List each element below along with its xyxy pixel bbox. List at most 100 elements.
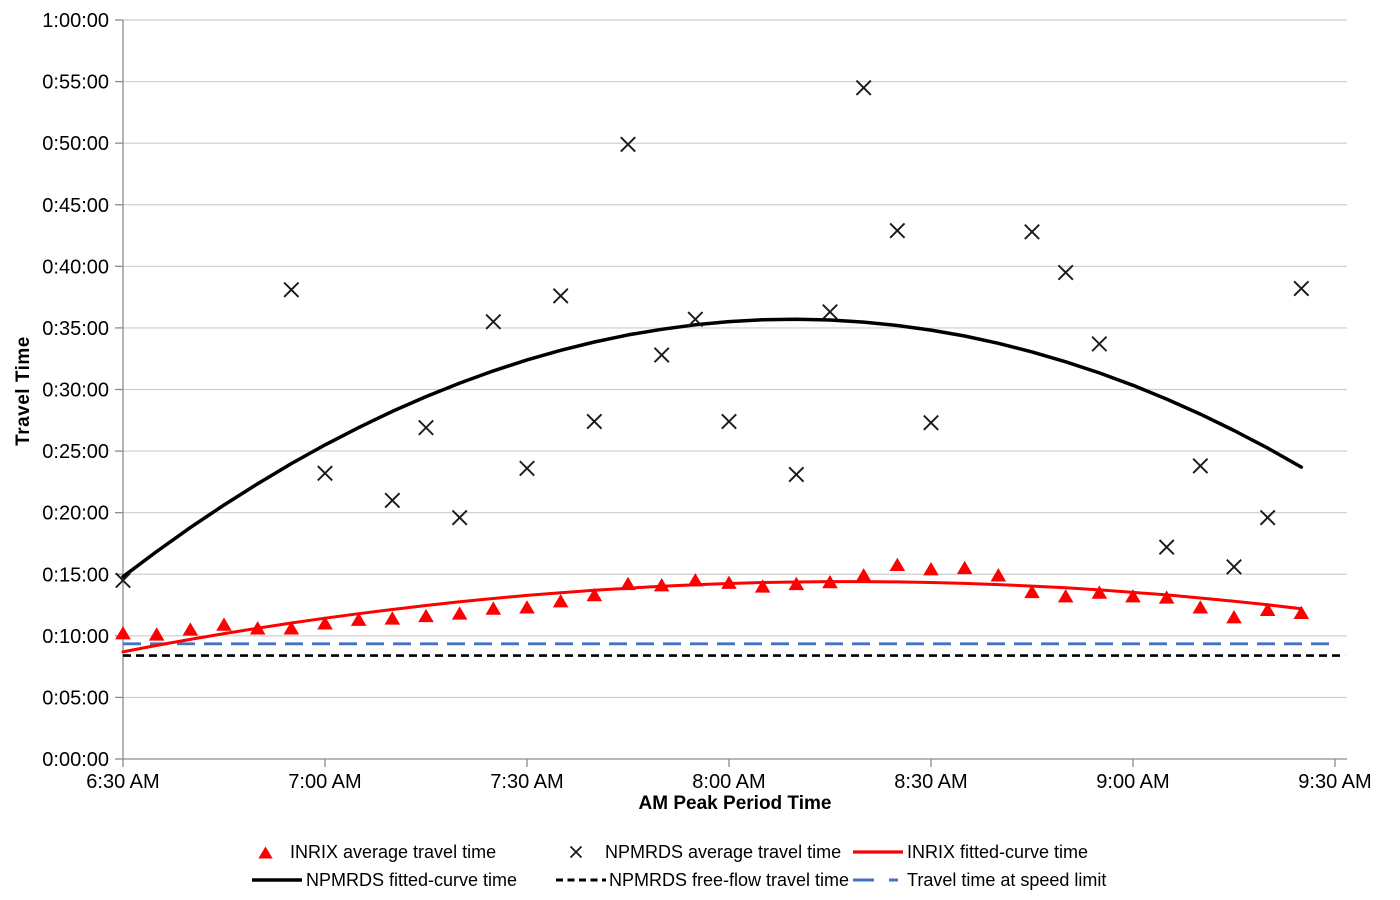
npmrds-x-marker [451, 509, 468, 526]
npmrds-x-marker [586, 413, 603, 430]
npmrds-x-marker [721, 413, 737, 430]
inrix-triangle-marker [990, 568, 1007, 582]
inrix-triangle-marker [1192, 600, 1209, 614]
y-tick-label: 0:30:00 [42, 380, 109, 402]
npmrds-x-marker [1226, 558, 1242, 575]
y-tick-label: 0:00:00 [42, 749, 109, 771]
triangle-marker-icon [258, 846, 273, 859]
npmrds-x-marker [1293, 280, 1310, 297]
inrix-triangle-marker [956, 560, 973, 575]
legend-item-npmrds-fitted: NPMRDS fitted-curve time [252, 869, 517, 891]
legend-label-npmrds-average: NPMRDS average travel time [605, 841, 842, 862]
series-inrix_fitted [121, 580, 1303, 654]
y-tick-label: 0:05:00 [42, 687, 109, 709]
y-tick-label: 0:15:00 [42, 564, 109, 586]
npmrds-x-marker [889, 222, 906, 239]
inrix-triangle-marker [889, 557, 906, 572]
npmrds-x-marker [923, 414, 939, 431]
npmrds-x-marker [653, 347, 670, 363]
x-tick-label: 9:30 AM [1298, 771, 1371, 793]
inrix-triangle-marker [283, 621, 300, 635]
inrix-triangle-marker [586, 587, 603, 602]
npmrds-x-marker [384, 492, 401, 509]
inrix-triangle-marker [1226, 610, 1242, 624]
legend-label-npmrds-fitted: NPMRDS fitted-curve time [306, 869, 518, 890]
inrix-triangle-marker [1091, 585, 1108, 599]
legend-label-npmrds-freeflow: NPMRDS free-flow travel time [609, 869, 850, 890]
npmrds-x-marker [1158, 539, 1175, 556]
travel-time-chart: 0:00:00 0:05:00 0:10:00 0:15:00 0:20:00 0:25:… [42, 10, 1371, 793]
y-tick-label: 0:10:00 [42, 626, 109, 648]
y-tick-label: 0:55:00 [42, 72, 109, 94]
npmrds-x-marker [1091, 336, 1108, 352]
y-tick-label: 1:00:00 [42, 10, 109, 32]
inrix-triangle-marker [620, 576, 636, 591]
inrix-triangle-marker [115, 626, 131, 640]
legend-label-inrix-average: INRIX average travel time [290, 841, 497, 862]
x-axis-title: AM Peak Period Time [638, 793, 832, 814]
inrix-triangle-marker [788, 576, 805, 591]
legend-item-speed-limit: Travel time at speed limit [853, 869, 1106, 891]
npmrds-x-marker [418, 419, 434, 436]
npmrds-x-marker [283, 281, 300, 298]
inrix-triangle-marker [822, 574, 838, 589]
inrix-triangle-marker [384, 611, 401, 625]
inrix-triangle-marker [1057, 589, 1074, 603]
inrix-triangle-marker [249, 621, 266, 635]
series-npmrds_average [115, 79, 1310, 589]
x-tick-label: 9:00 AM [1096, 771, 1169, 793]
legend-item-npmrds-average: NPMRDS average travel time [568, 841, 841, 863]
x-tick-label: 6:30 AM [86, 771, 159, 793]
y-axis-title: Travel Time [13, 336, 34, 446]
legend-item-inrix-average: INRIX average travel time [258, 841, 496, 863]
inrix-triangle-marker [855, 568, 872, 582]
npmrds-x-marker [1024, 223, 1040, 240]
inrix-triangle-marker [418, 608, 434, 623]
inrix-triangle-marker [451, 606, 468, 620]
solid-line-icon [252, 877, 302, 883]
series-npmrds_fitted [121, 317, 1304, 579]
npmrds-x-marker [788, 466, 805, 483]
legend-item-inrix-fitted: INRIX fitted-curve time [853, 841, 1088, 863]
npmrds-x-marker [855, 79, 872, 96]
inrix-triangle-marker [182, 622, 199, 636]
long-short-dash-line-icon [853, 877, 903, 883]
x-tick-label: 8:00 AM [692, 771, 765, 793]
inrix-triangle-marker [1125, 589, 1141, 603]
inrix-triangle-marker [317, 616, 333, 630]
y-tick-label: 0:45:00 [42, 195, 109, 217]
y-tick-label: 0:40:00 [42, 256, 109, 278]
npmrds-x-marker [1259, 509, 1276, 526]
x-tick-label: 7:00 AM [288, 771, 361, 793]
x-marker-icon [568, 844, 584, 860]
legend-label-inrix-fitted: INRIX fitted-curve time [907, 841, 1089, 862]
npmrds-x-marker [620, 136, 636, 153]
short-dash-line-icon [556, 877, 606, 883]
inrix-triangle-marker [923, 562, 939, 576]
inrix-triangle-marker [1024, 584, 1040, 599]
inrix-triangle-marker [653, 578, 670, 592]
npmrds-x-marker [485, 313, 502, 330]
npmrds-x-marker [1057, 264, 1074, 281]
inrix-triangle-marker [721, 575, 737, 589]
inrix-triangle-marker [519, 600, 535, 614]
x-tick-label: 7:30 AM [490, 771, 563, 793]
legend-row-1: INRIX average travel time NPMRDS average… [0, 841, 1400, 863]
legend-item-npmrds-freeflow: NPMRDS free-flow travel time [556, 869, 849, 891]
axes: 0:00:00 0:05:00 0:10:00 0:15:00 0:20:00 0:25:… [42, 10, 1371, 793]
inrix-triangle-marker [148, 627, 165, 641]
inrix-triangle-marker [1158, 590, 1175, 604]
y-tick-label: 0:50:00 [42, 133, 109, 155]
inrix-triangle-marker [350, 612, 367, 626]
gridlines [123, 19, 1347, 699]
y-tick-label: 0:25:00 [42, 441, 109, 463]
series-inrix_average [115, 557, 1310, 641]
y-tick-label: 0:35:00 [42, 318, 109, 340]
inrix-triangle-marker [216, 617, 232, 631]
y-tick-label: 0:20:00 [42, 503, 109, 525]
npmrds-x-marker [519, 460, 535, 477]
inrix-triangle-marker [687, 573, 704, 587]
npmrds-x-marker [552, 288, 569, 304]
npmrds-x-marker [1192, 457, 1209, 474]
